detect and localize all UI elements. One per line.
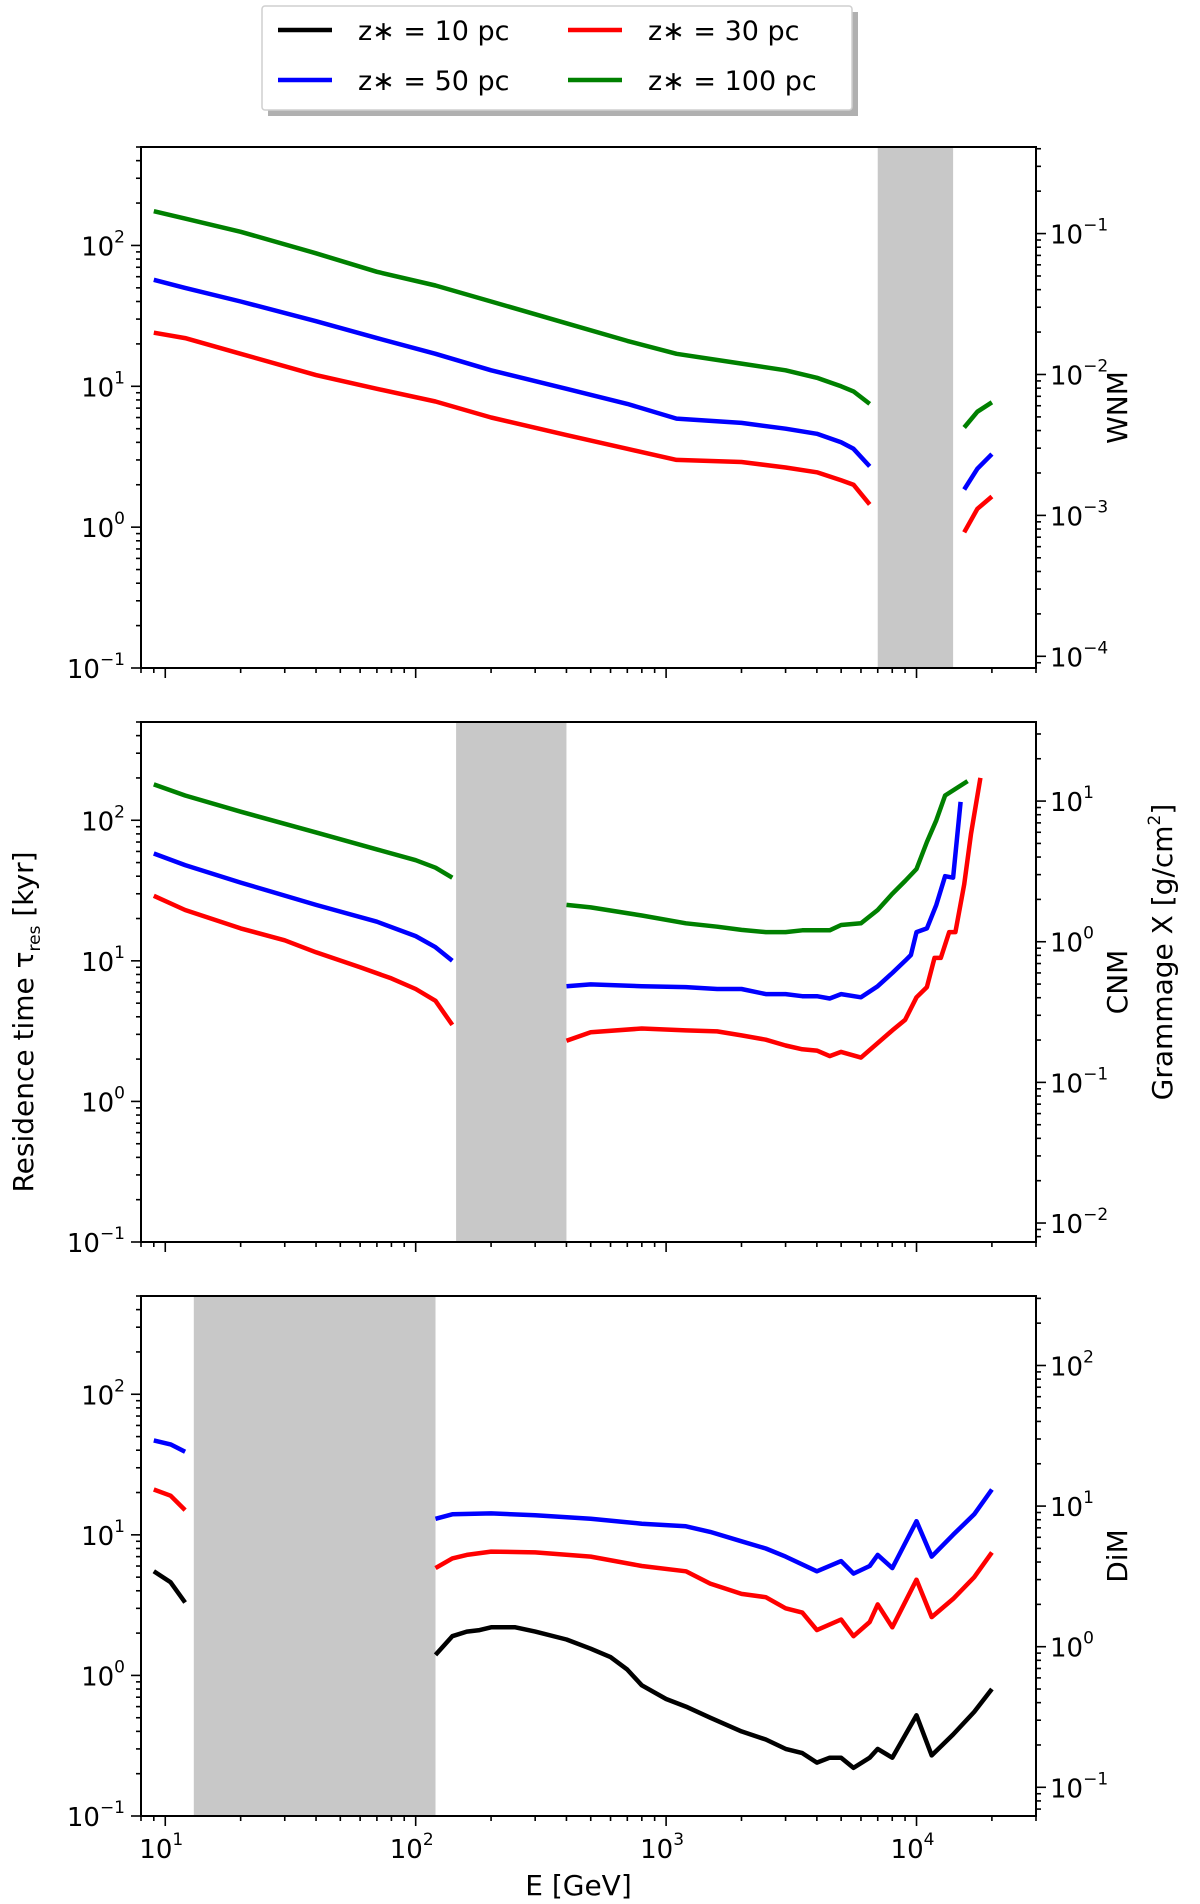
y2-tick-label: 10−1 xyxy=(1050,1769,1108,1804)
y-tick-label: 100 xyxy=(81,1083,125,1118)
x-tick-label: 103 xyxy=(640,1830,684,1865)
series-line-z-50-pc xyxy=(962,452,994,491)
panel-label-dim: DiM xyxy=(1101,1529,1134,1583)
series-line-z-30-pc xyxy=(153,1487,187,1512)
y2-tick-label: 10−1 xyxy=(1050,1064,1108,1099)
y-tick-label: 102 xyxy=(81,802,125,837)
legend-label-z50: z∗ = 50 pc xyxy=(358,66,510,97)
series-line-z-50-pc xyxy=(566,801,963,1001)
panel-label-cnm: CNM xyxy=(1101,950,1134,1015)
panel-dim: 10−1 100 101 102 10−1 100 101 102 101 102 103 104 Di… xyxy=(67,1295,1134,1865)
series-line-z-30-pc xyxy=(962,494,994,534)
x-tick-label: 101 xyxy=(139,1830,183,1865)
y-axis-label: Residence time τres [kyr] xyxy=(7,851,45,1192)
y2-tick-label: 10−4 xyxy=(1050,638,1108,673)
y2-tick-label: 100 xyxy=(1050,1629,1094,1664)
series-line-z-30-pc xyxy=(152,893,455,1027)
series-line-z-30-pc xyxy=(565,777,983,1060)
panel-label-wnm: WNM xyxy=(1101,371,1134,444)
series-line-z-50-pc xyxy=(153,1438,187,1454)
legend-label-z100: z∗ = 100 pc xyxy=(648,66,817,97)
series-line-z-50-pc xyxy=(153,851,454,963)
x-tick-label: 102 xyxy=(390,1830,434,1865)
y2-tick-label: 10−2 xyxy=(1050,356,1108,391)
y2-tick-label: 101 xyxy=(1050,783,1094,818)
series-line-z-50-pc xyxy=(153,277,872,468)
series-line-z-100-pc xyxy=(153,209,872,406)
y-tick-label: 10−1 xyxy=(67,650,125,685)
series-line-z-100-pc xyxy=(962,400,994,429)
shaded-region xyxy=(193,1296,436,1816)
y-tick-label: 101 xyxy=(81,1517,125,1552)
y2-tick-label: 10−3 xyxy=(1050,497,1108,532)
legend-label-z30: z∗ = 30 pc xyxy=(648,16,800,47)
series-group xyxy=(152,1438,994,1771)
legend-label-z10: z∗ = 10 pc xyxy=(358,16,510,47)
y2-axis-label: Grammage X [g/cm2] xyxy=(1145,804,1179,1101)
series-group xyxy=(152,777,983,1060)
y-tick-label: 10−1 xyxy=(67,1224,125,1259)
y-tick-label: 101 xyxy=(81,943,125,978)
y2-tick-label: 10−2 xyxy=(1050,1205,1108,1240)
legend: z∗ = 10 pc z∗ = 30 pc z∗ = 50 pc z∗ = 100 p… xyxy=(261,5,858,116)
panel-cnm: 10−1 100 101 102 10−2 10−1 100 101 CNM xyxy=(67,721,1134,1259)
series-line-z-30-pc xyxy=(434,1549,994,1639)
y-tick-label: 100 xyxy=(81,1657,125,1692)
y-tick-label: 101 xyxy=(81,368,125,403)
y2-tick-label: 10−1 xyxy=(1050,216,1108,251)
x-axis-label: E [GeV] xyxy=(525,1869,632,1902)
series-line-z-50-pc xyxy=(434,1488,994,1576)
y2-tick-label: 100 xyxy=(1050,924,1094,959)
y-tick-label: 102 xyxy=(81,227,125,262)
x-tick-label: 104 xyxy=(891,1830,935,1865)
shaded-region xyxy=(877,147,954,668)
shaded-region xyxy=(456,722,567,1242)
series-line-z-30-pc xyxy=(153,330,872,506)
y-tick-label: 10−1 xyxy=(67,1798,125,1833)
series-group xyxy=(153,209,994,534)
y2-tick-label: 101 xyxy=(1050,1488,1094,1523)
axes-frame xyxy=(140,721,1037,1243)
y-tick-label: 100 xyxy=(81,509,125,544)
panel-wnm: 10−1 100 101 102 10−4 10−3 10−2 10−1 WNM xyxy=(67,146,1134,685)
y-tick-label: 102 xyxy=(81,1376,125,1411)
series-line-z-10-pc xyxy=(152,1569,187,1604)
legend-box xyxy=(261,5,853,111)
series-line-z-100-pc xyxy=(566,779,969,935)
series-line-z-100-pc xyxy=(153,782,454,880)
series-line-z-10-pc xyxy=(433,1625,994,1771)
y2-tick-label: 102 xyxy=(1050,1347,1094,1382)
